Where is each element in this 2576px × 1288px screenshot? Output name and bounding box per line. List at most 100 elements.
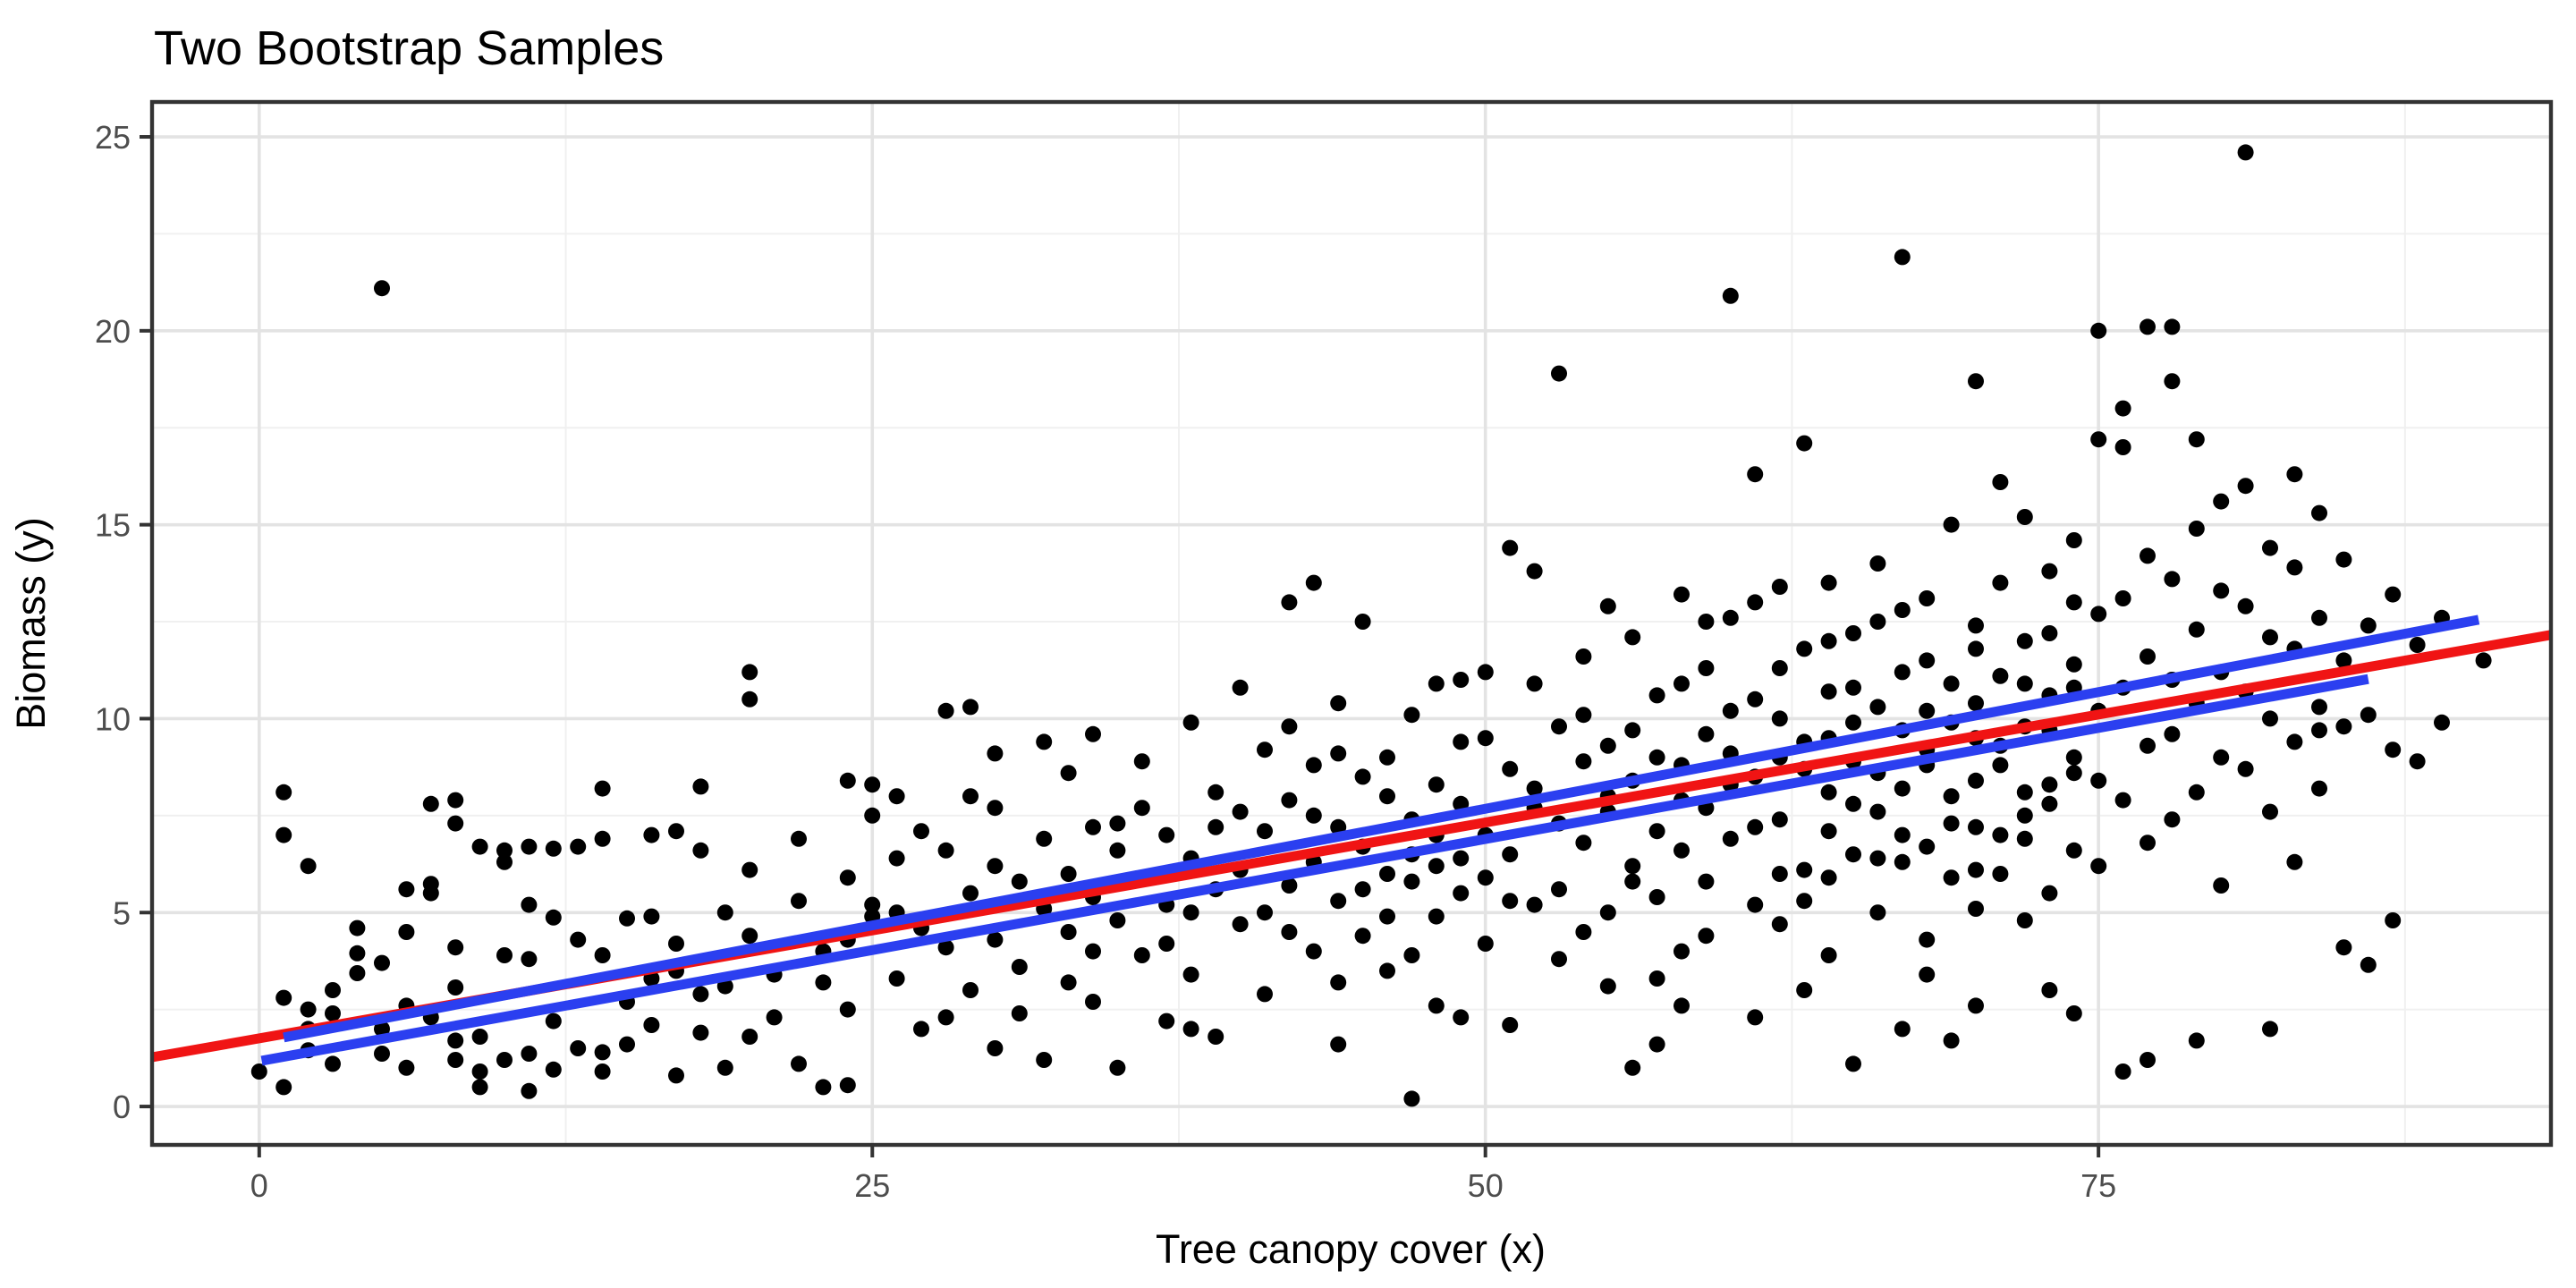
data-point: [2016, 675, 2033, 692]
data-point: [2114, 439, 2131, 455]
regression-lines: [151, 614, 2552, 1066]
data-point: [1599, 597, 1616, 614]
data-point: [2164, 318, 2181, 335]
data-point: [1477, 869, 1494, 886]
data-point: [692, 1024, 709, 1041]
data-point: [2140, 547, 2156, 564]
data-point: [1796, 982, 1813, 998]
data-point: [839, 1001, 856, 1018]
data-point: [300, 1001, 317, 1018]
data-point: [1992, 667, 2009, 684]
data-point: [2188, 1032, 2205, 1049]
data-point: [2360, 956, 2377, 973]
data-point: [2065, 1005, 2082, 1021]
data-point: [2237, 760, 2254, 777]
data-point: [2213, 749, 2230, 766]
data-point: [1845, 714, 1861, 731]
data-point: [1281, 792, 1298, 809]
data-point: [1624, 1059, 1641, 1076]
data-point: [962, 788, 979, 805]
data-point: [1085, 994, 1101, 1010]
data-point: [2434, 714, 2450, 731]
data-point: [521, 951, 538, 968]
data-point: [1477, 730, 1494, 747]
data-point: [1869, 699, 1886, 716]
x-axis-title: Tree canopy cover (x): [1156, 1226, 1546, 1272]
data-point: [741, 861, 758, 878]
data-point: [1428, 908, 1445, 925]
data-point: [1747, 466, 1764, 483]
data-point: [2311, 699, 2327, 716]
data-point: [2090, 431, 2107, 448]
data-point: [1232, 679, 1249, 696]
data-point: [2164, 373, 2181, 390]
data-point: [2065, 749, 2082, 766]
data-point: [2140, 648, 2156, 665]
data-point: [1575, 648, 1592, 665]
data-point: [1354, 928, 1371, 945]
data-point: [275, 784, 292, 801]
data-point: [1011, 873, 1028, 890]
data-point: [1060, 924, 1077, 940]
data-point: [570, 931, 587, 948]
data-point: [1453, 672, 1470, 688]
data-point: [1599, 737, 1616, 754]
data-point: [741, 664, 758, 681]
data-point: [1403, 1090, 1420, 1107]
data-point: [496, 853, 513, 870]
data-point: [741, 928, 758, 945]
data-point: [2262, 629, 2278, 646]
data-point: [1968, 861, 1984, 878]
data-point: [2114, 792, 2131, 809]
data-point: [447, 815, 464, 832]
data-point: [1943, 815, 1960, 832]
data-point: [1919, 931, 1936, 948]
data-point: [471, 1079, 488, 1096]
data-point: [1648, 970, 1665, 987]
data-point: [1281, 718, 1298, 735]
major-gridlines: [152, 102, 2551, 1145]
data-point: [2237, 597, 2254, 614]
data-point: [1894, 664, 1911, 681]
data-point: [1968, 695, 1984, 712]
data-point: [1648, 687, 1665, 704]
data-point: [2164, 725, 2181, 742]
data-point: [1747, 896, 1764, 913]
data-point: [1060, 866, 1077, 882]
data-point: [1379, 866, 1395, 882]
data-point: [937, 939, 954, 956]
data-point: [2041, 563, 2058, 580]
data-point: [1968, 373, 1984, 390]
data-point: [1305, 943, 1322, 960]
data-point: [1722, 609, 1739, 626]
data-point: [1820, 574, 1837, 591]
data-point: [1330, 695, 1347, 712]
data-point: [1477, 936, 1494, 952]
data-point: [1257, 986, 1273, 1003]
data-point: [1085, 725, 1101, 742]
data-point: [521, 1082, 538, 1099]
data-point: [1158, 1013, 1175, 1030]
data-point: [1992, 574, 2009, 591]
data-point: [1968, 997, 1984, 1014]
data-point: [594, 1044, 611, 1061]
data-point: [839, 869, 856, 886]
data-point: [1502, 1017, 1519, 1033]
data-point: [1477, 664, 1494, 681]
data-point: [1992, 757, 2009, 774]
data-point: [1992, 866, 2009, 882]
data-point: [2114, 400, 2131, 417]
x-tick-label: 50: [1468, 1167, 1504, 1204]
data-point: [275, 989, 292, 1006]
data-point: [2475, 652, 2492, 669]
y-tick-label: 15: [95, 507, 131, 544]
data-point: [545, 909, 562, 926]
data-point: [987, 858, 1004, 875]
data-point: [2385, 912, 2402, 928]
data-point: [1182, 966, 1199, 983]
data-point: [1894, 826, 1911, 843]
data-point: [1257, 741, 1273, 758]
data-point: [2262, 539, 2278, 556]
data-point: [1575, 753, 1592, 770]
